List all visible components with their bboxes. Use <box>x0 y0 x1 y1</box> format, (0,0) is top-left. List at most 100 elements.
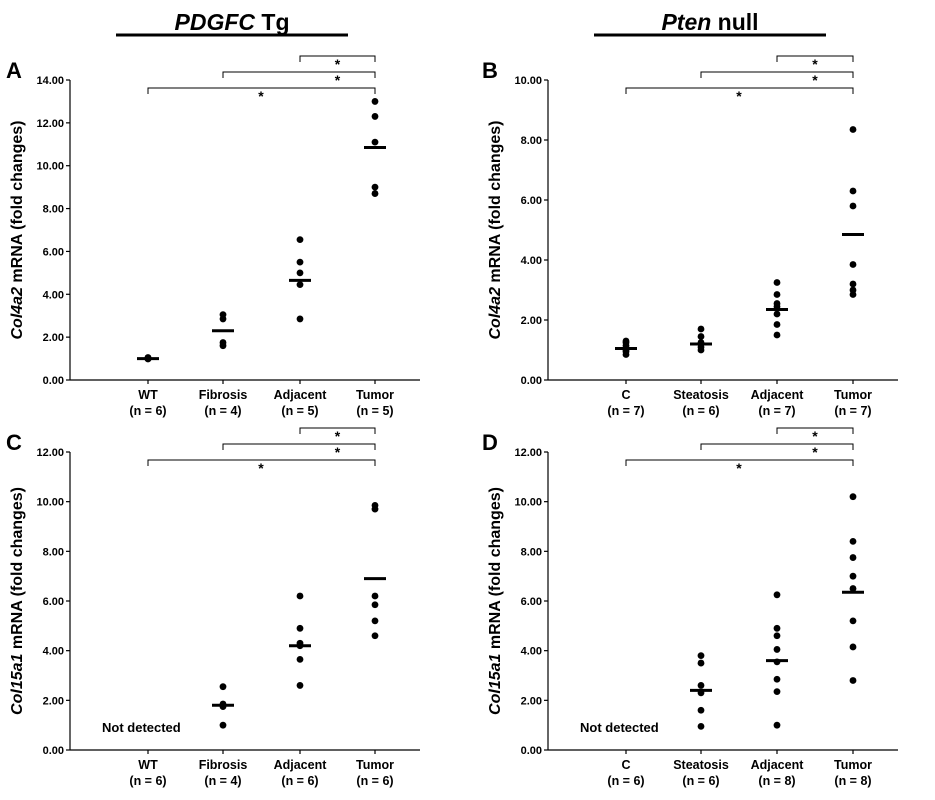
x-category-label: Fibrosis <box>199 388 248 402</box>
data-point <box>849 280 857 288</box>
data-point <box>371 617 379 625</box>
significance-star: * <box>335 56 341 72</box>
y-tick-label: 10.00 <box>514 75 542 87</box>
data-point <box>697 706 705 714</box>
y-axis-label-gene: Col15a1 <box>9 653 26 714</box>
data-point <box>773 331 781 339</box>
data-point <box>296 682 304 689</box>
y-axis-label: Col4a2 mRNA (fold changes) <box>487 121 504 340</box>
data-point <box>371 501 379 509</box>
x-category-label: WT <box>138 388 158 402</box>
x-n-label: (n = 7) <box>607 404 644 418</box>
panel-letter: C <box>6 430 22 455</box>
data-point <box>773 310 781 318</box>
data-point <box>773 291 781 298</box>
x-n-label: (n = 6) <box>682 404 719 418</box>
x-n-label: (n = 8) <box>834 774 871 788</box>
y-tick-label: 8.00 <box>521 546 542 558</box>
panel-letter: A <box>6 58 22 83</box>
x-n-label: (n = 5) <box>281 404 318 418</box>
x-category-label: Steatosis <box>673 758 729 772</box>
x-category-label: Tumor <box>356 388 394 402</box>
x-category-label: Adjacent <box>751 758 805 772</box>
data-point <box>697 659 705 667</box>
group-title-left-italic: PDGFC <box>175 9 256 35</box>
data-point <box>697 325 705 333</box>
data-point <box>296 269 304 277</box>
group-title-right: Pten null <box>594 9 826 37</box>
data-point <box>773 279 781 286</box>
significance-bracket <box>299 55 376 62</box>
y-axis-label-gene: Col4a2 <box>9 287 26 340</box>
y-axis-label-gene: Col15a1 <box>487 653 504 714</box>
significance-star: * <box>812 72 818 88</box>
data-point <box>371 98 379 105</box>
x-category-label: Tumor <box>356 758 394 772</box>
significance-star: * <box>258 88 264 104</box>
data-point <box>773 721 781 729</box>
x-n-label: (n = 6) <box>607 774 644 788</box>
group-title-left-rest: Tg <box>255 9 290 35</box>
x-n-label: (n = 5) <box>356 404 393 418</box>
significance-star: * <box>736 460 742 476</box>
data-point <box>296 258 304 266</box>
panel-c: C 0.00 2.00 4.00 6.00 8.00 10.00 12.00 Col15a1 m… <box>6 427 420 788</box>
not-detected-annotation: Not detected <box>102 720 181 735</box>
data-point <box>219 311 227 319</box>
y-axis-label-gene: Col4a2 <box>487 287 504 340</box>
y-tick-label: 12.00 <box>514 447 542 459</box>
data-point <box>697 652 705 660</box>
data-point <box>296 624 304 632</box>
y-tick-label: 4.00 <box>521 646 542 658</box>
panel-b: B 0.00 2.00 4.00 6.00 8.00 10.00 Col4a2 mRNA (f… <box>482 55 898 418</box>
data-point <box>849 538 857 545</box>
data-point <box>622 337 630 345</box>
significance-bracket <box>625 459 854 466</box>
x-category-label: Adjacent <box>751 388 805 402</box>
data-point <box>773 688 781 696</box>
data-point <box>773 624 781 632</box>
x-category-label: Steatosis <box>673 388 729 402</box>
x-n-label: (n = 6) <box>281 774 318 788</box>
y-tick-label: 0.00 <box>43 745 64 757</box>
x-n-label: (n = 4) <box>204 404 241 418</box>
significance-bracket <box>147 459 376 466</box>
x-n-label: (n = 7) <box>758 404 795 418</box>
x-category-label: C <box>621 758 630 772</box>
y-tick-label: 2.00 <box>521 315 542 327</box>
y-axis-label-rest: mRNA (fold changes) <box>487 121 504 288</box>
data-point <box>371 183 379 191</box>
significance-star: * <box>335 444 341 460</box>
data-point <box>849 585 857 592</box>
group-title-right-rest: null <box>711 9 758 35</box>
y-tick-label: 6.00 <box>521 596 542 608</box>
data-point <box>849 286 857 294</box>
data-point <box>697 333 705 340</box>
y-tick-label: 12.00 <box>36 447 64 459</box>
y-tick-label: 10.00 <box>36 497 64 509</box>
x-n-label: (n = 7) <box>834 404 871 418</box>
data-point <box>849 202 857 210</box>
significance-bracket <box>147 87 376 94</box>
data-point <box>296 655 304 663</box>
y-tick-label: 10.00 <box>36 161 64 173</box>
data-point <box>849 493 857 501</box>
data-point <box>773 632 781 640</box>
significance-star: * <box>736 88 742 104</box>
data-point <box>849 643 857 651</box>
x-n-label: (n = 6) <box>129 774 166 788</box>
y-tick-label: 0.00 <box>521 745 542 757</box>
group-title-left: PDGFC Tg <box>116 9 348 37</box>
data-point <box>849 126 857 133</box>
data-point <box>296 315 304 323</box>
data-point <box>371 113 379 120</box>
data-point <box>371 632 379 640</box>
data-point <box>849 187 857 195</box>
svg-text:PDGFC Tg: PDGFC Tg <box>175 9 290 35</box>
significance-bracket <box>222 71 376 78</box>
y-tick-label: 6.00 <box>521 195 542 207</box>
y-tick-label: 4.00 <box>43 646 64 658</box>
x-category-label: WT <box>138 758 158 772</box>
x-category-label: Adjacent <box>274 388 328 402</box>
y-tick-label: 4.00 <box>43 289 64 301</box>
